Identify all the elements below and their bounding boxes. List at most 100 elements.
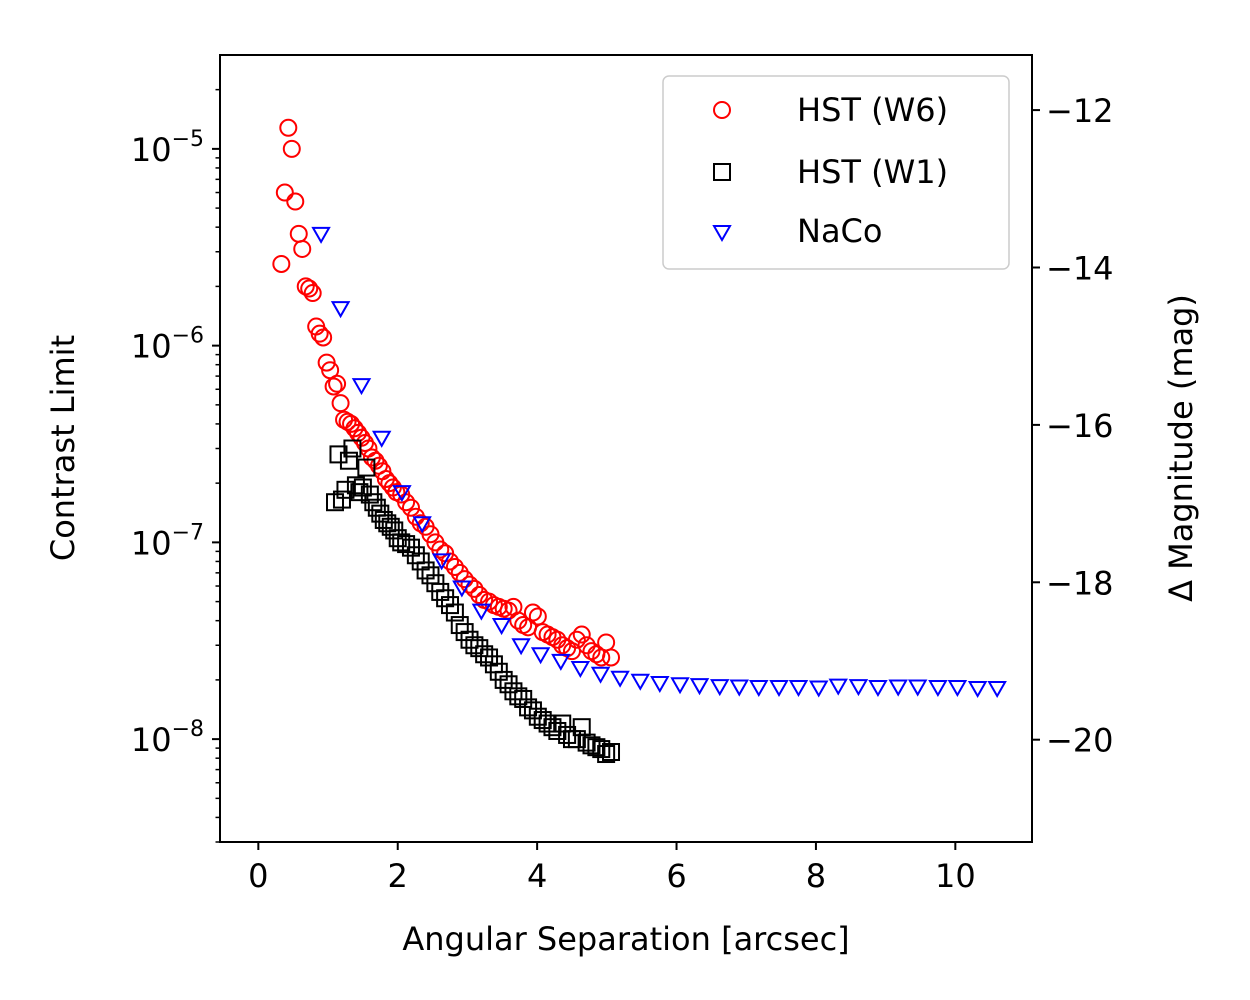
data-point-triangle (729, 679, 749, 697)
data-point-square (397, 535, 416, 554)
data-point-square (332, 490, 351, 509)
data-point-circle (282, 139, 301, 158)
data-markers (272, 118, 1007, 764)
y-tick-label: 10−8 (131, 717, 204, 759)
legend-entry-naco: NaCo (712, 212, 882, 250)
data-point-square (519, 698, 538, 717)
data-point-square (392, 533, 411, 552)
data-point-square (480, 648, 499, 667)
data-point-triangle (311, 226, 331, 244)
data-point-triangle (848, 679, 869, 697)
data-point-triangle (650, 675, 670, 693)
data-point-circle (470, 586, 489, 605)
data-point-square (577, 733, 596, 752)
data-point-triangle (392, 485, 412, 503)
data-point-triangle (630, 673, 651, 691)
data-point-square (367, 498, 386, 517)
legend: HST (W6) HST (W1) NaCo (662, 75, 1010, 270)
data-point-triangle (828, 678, 848, 696)
x-tick-label: 0 (248, 857, 268, 895)
data-point-triangle (330, 301, 351, 319)
data-point-square (523, 701, 542, 720)
legend-marker-square (713, 163, 731, 181)
data-point-circle (324, 377, 343, 396)
data-point-circle (279, 118, 298, 137)
legend-entry-hst-w1: HST (W1) (713, 153, 948, 191)
data-point-triangle (868, 680, 888, 698)
data-point-square (445, 603, 464, 622)
y2-tick-label: −12 (1046, 92, 1114, 130)
x-tick-label: 8 (806, 857, 826, 895)
series-hst-w1 (326, 439, 621, 764)
data-point-square (416, 561, 435, 580)
data-point-square (597, 745, 616, 764)
data-point-square (371, 504, 390, 523)
x-axis-title: Angular Separation [arcsec] (402, 920, 849, 958)
data-point-circle (445, 557, 464, 576)
data-point-circle (303, 284, 322, 303)
x-tick-label: 10 (935, 857, 976, 895)
data-point-square (431, 582, 450, 601)
data-point-circle (528, 607, 547, 626)
y2-tick-label: −20 (1046, 722, 1114, 760)
data-point-triangle (491, 618, 512, 636)
x-tick-label: 4 (527, 857, 547, 895)
data-point-triangle (412, 516, 432, 534)
data-point-circle (411, 514, 430, 533)
data-point-square (475, 645, 494, 664)
data-point-triangle (947, 680, 968, 698)
data-point-circle (275, 183, 294, 202)
data-point-circle (300, 279, 319, 298)
y2-tick-label: −14 (1046, 249, 1114, 287)
data-point-square (346, 476, 365, 495)
y2-tick-label: −16 (1046, 407, 1114, 445)
series-naco (311, 226, 1007, 698)
data-point-square (567, 730, 586, 749)
data-point-triangle (452, 580, 472, 598)
data-point-square (357, 458, 376, 477)
data-point-circle (523, 603, 542, 622)
data-point-triangle (551, 653, 571, 671)
data-point-triangle (351, 378, 372, 396)
legend-entry-hst-w6: HST (W6) (713, 91, 948, 129)
data-point-square (411, 552, 430, 571)
data-point-circle (331, 394, 350, 413)
data-point-square (602, 743, 621, 762)
data-point-square (364, 493, 383, 512)
data-point-circle (286, 192, 305, 211)
legend-label: NaCo (797, 212, 882, 250)
data-point-circle (310, 324, 329, 343)
data-point-triangle (371, 430, 392, 448)
data-point-circle (582, 642, 601, 661)
data-point-triangle (788, 680, 809, 698)
data-point-square (436, 589, 455, 608)
legend-label: HST (W1) (797, 153, 948, 191)
data-point-triangle (590, 666, 611, 684)
data-point-square (553, 714, 572, 733)
data-point-triangle (888, 679, 908, 697)
data-point-triangle (511, 638, 531, 656)
data-point-triangle (710, 679, 730, 697)
data-point-triangle (987, 680, 1007, 698)
data-point-circle (460, 575, 479, 594)
data-point-triangle (907, 679, 928, 697)
data-point-square (381, 517, 400, 536)
y2-axis-title: Δ Magnitude (mag) (1162, 294, 1200, 602)
axes: 0 2 4 6 8 10 10−5 10−6 10−7 10−8 −12 −14 −16 −18 −20 (131, 88, 1114, 895)
data-point-square (350, 483, 369, 502)
x-tick-label: 6 (666, 857, 686, 895)
data-point-triangle (749, 680, 769, 698)
data-point-circle (455, 570, 474, 589)
data-point-square (465, 636, 484, 655)
legend-frame (662, 75, 1010, 270)
legend-marker-circle (713, 101, 731, 119)
data-point-triangle (570, 660, 591, 678)
y-tick-label: 10−7 (131, 520, 204, 562)
x-tick-label: 2 (388, 857, 408, 895)
data-point-triangle (431, 553, 452, 571)
data-point-square (329, 445, 348, 464)
data-point-square (406, 546, 425, 565)
y2-tick-label: −18 (1046, 564, 1114, 602)
data-point-square (587, 738, 606, 757)
